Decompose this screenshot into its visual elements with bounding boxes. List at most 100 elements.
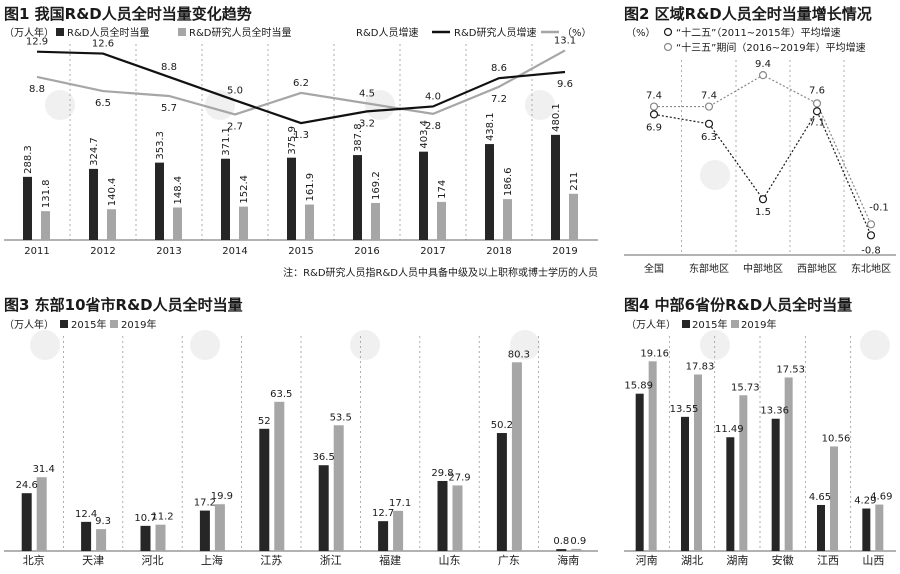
- data-label: 6.3: [701, 132, 717, 143]
- legend-swatch-light: [731, 320, 739, 328]
- unit-label: （万人年）: [626, 318, 676, 331]
- data-label: 36.5: [313, 452, 335, 463]
- tick-label: 2017: [420, 246, 445, 257]
- tick-label: 北京: [23, 553, 45, 567]
- chart-note: 注：R&D研究人员指R&D人员中具备中级及以上职称或博士学历的人员: [283, 266, 598, 279]
- bar: [21, 493, 32, 551]
- bar: [81, 521, 92, 551]
- data-label: 8.8: [29, 84, 45, 95]
- bar: [173, 207, 182, 240]
- point-marker: [866, 220, 876, 229]
- figure-2: 图2 区域R&D人员全时当量增长情况 （%） “十二五”（2011~2015年）…: [620, 0, 900, 285]
- data-label: 7.2: [491, 94, 507, 105]
- bar: [333, 425, 344, 551]
- data-label: 8.6: [491, 63, 507, 74]
- data-label: 186.6: [503, 167, 514, 196]
- point-marker: [649, 110, 659, 119]
- data-label: 24.6: [16, 480, 38, 491]
- watermark-logo: [350, 330, 380, 360]
- legend-swatch-dark: [60, 320, 68, 328]
- tick-label: 2015: [288, 246, 313, 257]
- tick-label: 2014: [222, 246, 247, 257]
- data-label: 174: [437, 180, 448, 199]
- watermark-logo: [525, 90, 555, 120]
- bar: [726, 437, 735, 551]
- bar: [199, 510, 210, 551]
- data-label: 7.6: [809, 85, 825, 96]
- watermark-logo: [700, 330, 730, 360]
- data-label: 1.3: [293, 130, 309, 141]
- data-label: 8.8: [161, 62, 177, 73]
- data-label: 152.4: [239, 175, 250, 204]
- bar: [107, 209, 116, 240]
- bar: [155, 524, 166, 551]
- chart-4-svg: （万人年） 2015年 2019年 15.89 19.16 河南 13.55 17.83…: [624, 318, 896, 567]
- figure-1: 图1 我国R&D人员全时当量变化趋势 （万人年） R&D人员全时当量 R&D研究…: [0, 0, 610, 285]
- tick-label: 西部地区: [797, 262, 837, 275]
- legend-swatch-light: [178, 28, 186, 36]
- data-label: 11.2: [151, 512, 173, 523]
- bar: [305, 204, 314, 240]
- point-marker: [758, 71, 768, 80]
- point-marker: [812, 107, 822, 116]
- data-label: 403.4: [419, 120, 430, 149]
- bar: [571, 548, 582, 551]
- bar: [393, 510, 404, 551]
- bar: [221, 158, 230, 240]
- bar: [36, 477, 47, 551]
- data-label: 11.49: [715, 424, 744, 435]
- bar: [274, 401, 285, 551]
- data-label: 1.5: [755, 207, 771, 218]
- tick-label: 湖南: [726, 554, 748, 567]
- watermark-logo: [190, 330, 220, 360]
- chart-1-svg: （万人年） R&D人员全时当量 R&D研究人员全时当量 R&D人员增速 R&D研…: [4, 26, 598, 279]
- data-label: 438.1: [485, 112, 496, 141]
- tick-label: 海南: [557, 553, 579, 567]
- data-label: 353.3: [155, 131, 166, 160]
- data-label: 3.2: [359, 118, 375, 129]
- legend-swatch-light: [110, 320, 118, 328]
- data-label: 53.5: [330, 412, 352, 423]
- tick-label: 2013: [156, 246, 181, 257]
- tick-label: 2011: [24, 246, 49, 257]
- data-label: 7.4: [646, 91, 662, 102]
- chart-title: 图2 区域R&D人员全时当量增长情况: [624, 5, 872, 23]
- legend-swatch-dark: [682, 320, 690, 328]
- legend-label: “十三五”期间（2016~2019年）平均增速: [676, 41, 866, 54]
- bar: [452, 485, 463, 551]
- bar: [569, 193, 578, 240]
- bar: [551, 134, 560, 240]
- bar: [378, 521, 389, 551]
- data-label: 9.4: [755, 59, 771, 70]
- tick-label: 江苏: [260, 554, 282, 567]
- data-label: 161.9: [305, 173, 316, 202]
- data-label: 375.9: [287, 126, 298, 155]
- bar: [239, 206, 248, 240]
- tick-label: 山东: [439, 554, 461, 567]
- bar: [140, 525, 151, 551]
- plot-area: 15.89 19.16 河南 13.55 17.83 湖北 11.49 15.73 湖南 13.3…: [624, 336, 896, 567]
- data-label: 15.73: [731, 382, 760, 393]
- tick-label: 2016: [354, 246, 379, 257]
- point-marker: [866, 231, 876, 240]
- tick-label: 2019: [552, 246, 577, 257]
- plot-area: 6.9 7.4 全国 6.3 7.4 东部地区 1.5 9.4 中部地区 7.1 7.6 西部地区 -0…: [624, 59, 896, 275]
- data-label: 27.9: [448, 472, 470, 483]
- data-label: 140.4: [107, 178, 118, 207]
- bar: [648, 361, 657, 551]
- data-label: 17.1: [389, 498, 411, 509]
- tick-label: 2018: [486, 246, 511, 257]
- data-label: 19.9: [211, 491, 233, 502]
- legend-label: 2015年: [71, 318, 106, 331]
- bar: [681, 416, 689, 551]
- point-marker: [758, 195, 768, 204]
- data-label: 52: [258, 416, 271, 427]
- data-label: 80.3: [508, 349, 530, 360]
- bar: [817, 504, 825, 551]
- data-label: 17.83: [686, 361, 715, 372]
- bar: [155, 162, 164, 240]
- tick-label: 2012: [90, 246, 115, 257]
- bar: [41, 211, 50, 240]
- figure-4: 图4 中部6省份R&D人员全时当量 （万人年） 2015年 2019年 15.8…: [620, 290, 900, 574]
- tick-label: 天津: [82, 554, 104, 567]
